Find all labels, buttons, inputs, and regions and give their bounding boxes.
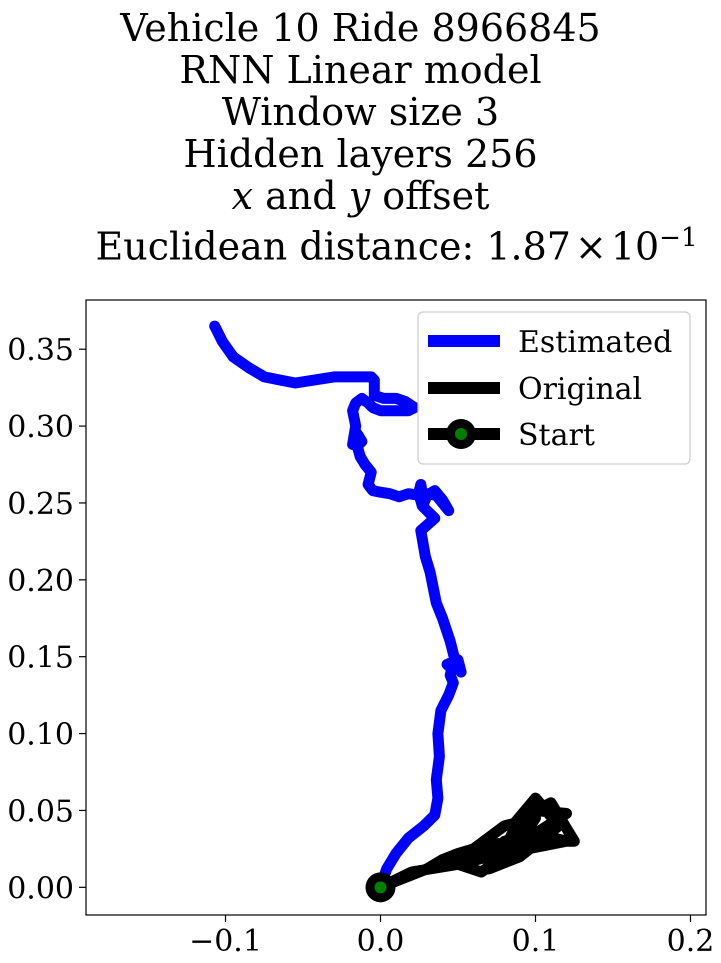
title-line-1: Vehicle 10 Ride 8966845	[120, 6, 601, 50]
y-tick-label: 0.00	[7, 871, 74, 906]
y-tick-label: 0.20	[7, 564, 74, 599]
estimated-trajectory-line	[209, 320, 467, 893]
title-times-symbol: ×	[574, 224, 607, 269]
y-tick-label: 0.25	[7, 487, 74, 522]
x-tick-label: 0.1	[512, 924, 560, 959]
y-tick-label: 0.35	[7, 333, 74, 368]
legend-estimated-label: Estimated	[518, 325, 672, 360]
legend-original-label: Original	[518, 372, 642, 407]
title-line-2: RNN Linear model	[179, 48, 542, 92]
y-tick-label: 0.05	[7, 794, 74, 829]
title-line-4: Hidden layers 256	[183, 132, 538, 176]
title-x-symbol: x	[231, 174, 254, 218]
title-line-6: Euclidean distance: 1.87 × 10−1	[36, 216, 721, 269]
legend-start-marker-face	[455, 428, 467, 440]
legend-start-label: Start	[518, 418, 595, 453]
title-y-symbol: y	[348, 174, 371, 218]
original-trajectory-line	[375, 792, 580, 893]
legend-box	[417, 311, 691, 465]
legend: Estimated Original Start	[417, 311, 691, 465]
title-line-5: x and y offset	[0, 174, 721, 218]
title-distance-text: Euclidean distance: 1.87	[95, 224, 571, 269]
title-exponent: −1	[659, 223, 698, 253]
title-line-3: Window size 3	[221, 90, 500, 134]
x-tick-label: −0.1	[189, 924, 262, 959]
axes-frame	[85, 299, 707, 916]
series-layer	[209, 320, 580, 903]
ticks-layer: −0.1 0.0 0.1 0.2 0.00 0.05 0.10 0.15 0.20 0.25 0.3…	[7, 333, 714, 959]
title-and-text: and	[253, 174, 349, 218]
x-tick-label: 0.0	[357, 924, 405, 959]
x-tick-label: 0.2	[667, 924, 715, 959]
y-tick-label: 0.30	[7, 410, 74, 445]
y-tick-label: 0.10	[7, 718, 74, 753]
start-marker-face	[374, 881, 387, 894]
title-offset-text: offset	[370, 174, 490, 218]
y-tick-label: 0.15	[7, 641, 74, 676]
title-base-ten: 10	[610, 224, 660, 269]
